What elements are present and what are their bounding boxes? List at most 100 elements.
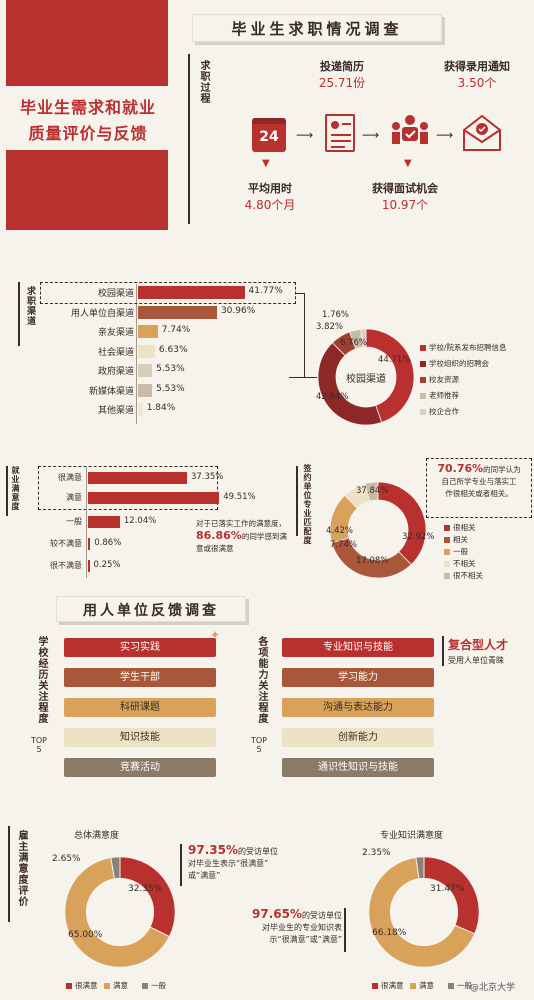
resume-icon (325, 114, 355, 152)
sat-note: 对于已落实工作的满意度，86.86%的同学感到满意或很满意 (196, 518, 294, 555)
legend-label: 校企合作 (429, 407, 459, 416)
sat-value: 49.51% (223, 492, 256, 502)
survey-title: 毕业生求职情况调查 (192, 14, 442, 42)
legend-swatch (444, 524, 450, 531)
legend-label: 学校组织的招聘会 (429, 359, 489, 368)
pro-note-bar (344, 908, 346, 952)
match-highlight-text1: 的同学认为 (483, 465, 521, 474)
left-pill: 实习实践 (64, 638, 216, 657)
sat-label: 满意 (66, 493, 82, 502)
legend-swatch (420, 344, 426, 351)
channel-label: 用人单位自渠道 (70, 308, 134, 319)
employer-title-text: 用人单位反馈调查 (83, 603, 219, 619)
donut-slice (423, 856, 480, 935)
donut-slice (119, 856, 176, 938)
channels-side-label: 求职渠道 (25, 286, 35, 326)
donut-value-label: 17.08% (356, 556, 389, 566)
channel-bar (138, 364, 153, 377)
overall-note-2: 对毕业生表示“很满意” (188, 859, 269, 868)
sat-bar (88, 538, 91, 550)
legend-item: 很满意 (372, 980, 404, 991)
legend-item: 一般 (444, 546, 468, 557)
employer-left-top: TOP 5 (28, 736, 50, 754)
process-side-label: 求职过程 (198, 60, 209, 104)
channel-value: 41.77% (248, 286, 283, 296)
legend-label: 相关 (453, 535, 468, 544)
channel-value: 5.53% (156, 364, 185, 374)
calendar-icon: 24 (252, 118, 286, 152)
match-frame (296, 466, 298, 536)
arrow-icon: ⟶ (296, 128, 314, 142)
legend-label: 一般 (457, 981, 472, 990)
pro-note-value: 97.65% (252, 907, 302, 921)
left-pill: 竞赛活动 (64, 758, 216, 777)
sat-value: 0.86% (94, 538, 122, 548)
campus-connector-2 (289, 377, 317, 378)
sat-value: 12.04% (123, 516, 157, 526)
sat-bar (88, 516, 120, 528)
donut-slice (360, 328, 367, 348)
donut-slice (415, 856, 425, 880)
banner-line2: 质量评价与反馈 (28, 124, 148, 143)
donut-slice (110, 856, 121, 880)
down-arrow-icon: ▼ (404, 158, 412, 169)
sat-axis (86, 466, 87, 578)
channels-axis (136, 284, 137, 424)
donut-slice (365, 328, 415, 423)
donut-value-label: 65.00% (68, 930, 103, 940)
legend-label: 老师推荐 (429, 391, 459, 400)
donut-value-label: 31.47% (430, 884, 465, 894)
right-pill: 创新能力 (282, 728, 434, 747)
legend-label: 校友资源 (429, 375, 459, 384)
channel-value: 30.96% (220, 305, 256, 316)
donut-value-label: 6.76% (340, 338, 368, 348)
channels-frame (18, 282, 20, 346)
match-highlight: 70.76%的同学认为 自己所学专业与落实工 作很相关或者相关。 (426, 458, 532, 518)
legend-label: 很满意 (75, 981, 98, 990)
legend-item: 很满意 (66, 980, 98, 991)
employer-right-side-label: 各项能力关注程度 (256, 636, 267, 724)
channel-bar (138, 344, 155, 358)
donut-value-label: 7.74% (330, 540, 358, 550)
time-label: 平均用时 (248, 182, 292, 195)
legend-item: 校友资源 (420, 374, 459, 385)
employer-title: 用人单位反馈调查 (56, 596, 246, 622)
donut-value-label: 3.82% (316, 322, 344, 332)
match-donut-chart (329, 481, 427, 579)
legend-item: 校企合作 (420, 406, 459, 417)
interview-stat: 获得面试机会 10.97个 (360, 180, 450, 213)
offer-value: 3.50个 (457, 76, 497, 90)
legend-swatch (444, 536, 450, 543)
match-highlight-text3: 作很相关或者相关。 (445, 489, 513, 498)
banner-line1: 毕业生需求和就业 (19, 98, 156, 117)
legend-swatch (448, 982, 454, 989)
legend-item: 满意 (410, 980, 434, 991)
resume-stat: 投递简历 25.71份 (302, 58, 382, 91)
legend-swatch (420, 408, 426, 415)
donut-value-label: 44.71% (378, 355, 411, 365)
offer-stat: 获得录用通知 3.50个 (432, 58, 522, 91)
legend-item: 学校组织的招聘会 (420, 358, 489, 369)
legend-label: 不相关 (453, 559, 476, 568)
employer-right-top: TOP 5 (248, 736, 270, 754)
callout-bar (442, 636, 444, 666)
legend-label: 很相关 (453, 523, 476, 532)
calendar-number: 24 (259, 129, 279, 145)
channel-label: 校园渠道 (97, 289, 134, 299)
overall-note: 97.35%的受访单位 对毕业生表示“很满意” 或“满意” (188, 844, 278, 882)
sat-bar (88, 472, 187, 484)
callout-sub: 受用人单位青睐 (448, 656, 504, 665)
donut-slice (64, 857, 171, 968)
arrow-icon: ⟶ (362, 128, 380, 142)
overall-note-1: 的受访单位 (237, 847, 278, 856)
mail-icon (462, 114, 502, 152)
employer-right-top-text: TOP (250, 736, 267, 745)
overall-note-bar (180, 844, 182, 886)
satisfaction-frame (6, 466, 8, 516)
resume-value: 25.71份 (318, 76, 366, 90)
overall-note-3: 或“满意” (188, 871, 221, 880)
left-pill: 知识技能 (64, 728, 216, 747)
channel-value: 6.63% (158, 344, 188, 355)
legend-swatch (444, 548, 450, 555)
sat-value: 37.35% (190, 472, 224, 482)
